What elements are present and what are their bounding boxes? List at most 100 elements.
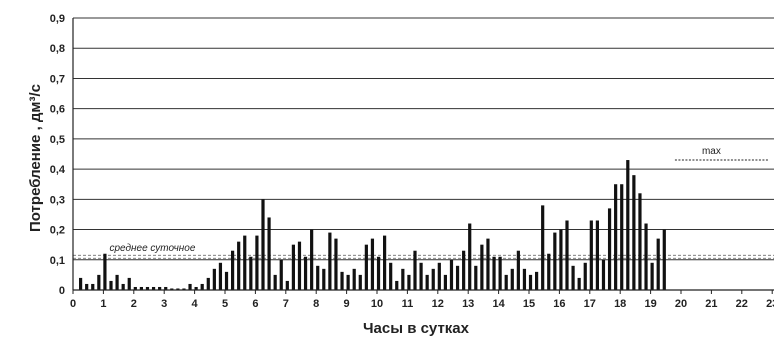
bar xyxy=(656,238,660,290)
bar xyxy=(206,277,210,290)
bar xyxy=(139,286,143,290)
bar xyxy=(389,262,393,290)
bar xyxy=(243,235,247,290)
bar xyxy=(170,288,174,290)
max-label: max xyxy=(702,146,721,157)
bar xyxy=(449,259,454,290)
bar xyxy=(376,256,381,290)
bar xyxy=(249,256,253,290)
x-tick-label: 20 xyxy=(675,298,687,310)
bar xyxy=(528,274,533,290)
bar xyxy=(212,268,216,290)
bar xyxy=(145,286,150,290)
bar xyxy=(383,235,387,290)
bar xyxy=(85,283,89,290)
bar xyxy=(151,286,156,290)
axes xyxy=(72,18,774,294)
x-tick-label: 16 xyxy=(553,298,565,310)
bar xyxy=(164,286,168,290)
bar xyxy=(346,274,350,290)
y-axis-title: Потребление , дм³/с xyxy=(27,84,44,232)
bar xyxy=(480,244,484,290)
bar xyxy=(589,220,593,290)
bar xyxy=(474,265,478,290)
bar xyxy=(364,244,368,290)
x-tick-label: 6 xyxy=(252,298,258,310)
y-tick-label: 0,1 xyxy=(50,255,65,267)
bar xyxy=(322,268,326,290)
bar xyxy=(133,286,137,290)
bar xyxy=(492,256,496,290)
y-tick-label: 0,2 xyxy=(50,225,65,237)
x-tick-label: 0 xyxy=(70,298,76,310)
bar xyxy=(583,262,587,290)
bar xyxy=(103,253,107,290)
bar xyxy=(407,274,411,290)
x-tick-label: 7 xyxy=(283,298,289,310)
bar xyxy=(194,286,198,290)
x-tick-label: 2 xyxy=(131,298,137,310)
bar xyxy=(297,241,302,290)
x-tick-label: 22 xyxy=(736,298,748,310)
bar xyxy=(91,283,95,290)
bar xyxy=(261,199,265,290)
x-tick-label: 8 xyxy=(313,298,319,310)
bar xyxy=(638,193,642,290)
bar xyxy=(370,238,375,290)
bars xyxy=(79,160,666,290)
bar xyxy=(595,220,599,290)
bar xyxy=(273,274,277,290)
bar xyxy=(632,175,636,290)
y-tick-label: 0 xyxy=(59,285,65,297)
bar xyxy=(559,229,563,290)
x-tick-label: 9 xyxy=(344,298,350,310)
bar xyxy=(395,280,399,290)
bar xyxy=(303,256,308,290)
bar xyxy=(571,265,575,290)
bar xyxy=(224,271,229,290)
bar xyxy=(504,274,508,290)
bar xyxy=(510,268,514,290)
bar xyxy=(176,288,180,290)
bar xyxy=(607,208,612,290)
y-tick-label: 0,7 xyxy=(50,73,65,85)
bar xyxy=(328,232,332,290)
bar xyxy=(401,268,405,290)
bar xyxy=(115,274,119,290)
y-tick-labels: 0 0,1 0,2 0,3 0,4 0,5 0,6 0,7 0,8 0,9 xyxy=(50,13,66,297)
bar xyxy=(455,265,460,290)
bar xyxy=(413,250,417,290)
x-tick-label: 17 xyxy=(584,298,596,310)
bar xyxy=(522,268,527,290)
bar xyxy=(577,277,581,290)
bar xyxy=(535,271,539,290)
bar xyxy=(662,229,666,290)
bar xyxy=(188,283,192,290)
bar xyxy=(620,184,624,290)
bar xyxy=(127,277,131,290)
bar xyxy=(462,250,466,290)
bar xyxy=(109,280,113,290)
bar xyxy=(158,286,162,290)
x-tick-label: 14 xyxy=(492,298,505,310)
bar xyxy=(316,265,320,290)
bar xyxy=(431,268,435,290)
average-annotation: среднее суточное xyxy=(73,243,774,259)
x-tick-label: 21 xyxy=(705,298,717,310)
bar xyxy=(565,220,569,290)
bar xyxy=(200,283,204,290)
bar xyxy=(553,232,557,290)
bar xyxy=(218,262,223,290)
max-annotation: max xyxy=(674,146,770,161)
bar xyxy=(121,283,125,290)
bar xyxy=(614,184,618,290)
x-tick-label: 23 xyxy=(766,298,774,310)
bar xyxy=(644,223,648,290)
bar xyxy=(340,271,344,290)
grid-lines xyxy=(73,17,774,261)
bar xyxy=(486,238,490,290)
bar xyxy=(419,262,423,290)
bar xyxy=(255,235,259,290)
bar xyxy=(352,268,356,290)
